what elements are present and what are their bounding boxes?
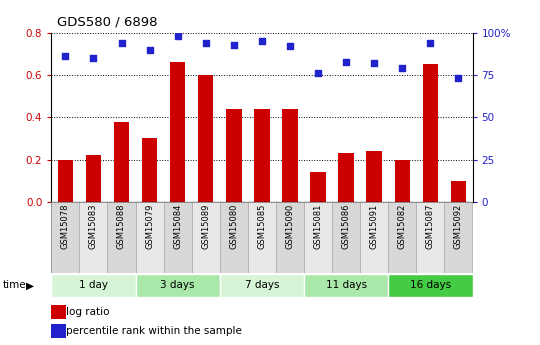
Text: GSM15092: GSM15092 [454,204,463,249]
Bar [198,75,213,202]
Text: GSM15085: GSM15085 [258,204,266,249]
Bar [79,202,107,273]
Text: 11 days: 11 days [326,280,367,290]
Text: ▶: ▶ [26,280,34,290]
Text: GSM15087: GSM15087 [426,204,435,249]
Point [117,40,126,46]
Text: 7 days: 7 days [245,280,279,290]
Bar [304,202,332,273]
Text: GSM15078: GSM15078 [61,204,70,249]
Bar [367,151,382,202]
Point [89,55,98,61]
Text: GSM15090: GSM15090 [286,204,294,249]
Point [286,43,294,49]
Text: GSM15086: GSM15086 [342,204,350,249]
Bar [388,274,472,297]
Text: percentile rank within the sample: percentile rank within the sample [66,326,242,336]
Bar [220,274,304,297]
Bar [451,181,466,202]
Bar [395,159,410,202]
Point [342,59,350,64]
Point [61,54,70,59]
Text: 1 day: 1 day [79,280,108,290]
Text: GSM15079: GSM15079 [145,204,154,249]
Text: 16 days: 16 days [410,280,451,290]
Text: time: time [3,280,26,290]
Bar [360,202,388,273]
Bar [136,274,220,297]
Bar [276,202,304,273]
Bar [248,202,276,273]
Point [201,40,210,46]
Bar [388,202,416,273]
Bar [86,155,101,202]
Point [398,66,407,71]
Point [258,38,266,44]
Bar [192,202,220,273]
Bar [51,202,79,273]
Bar [142,138,157,202]
Text: GSM15083: GSM15083 [89,204,98,249]
Bar [107,202,136,273]
Bar [51,274,136,297]
Point [426,40,435,46]
Text: GSM15081: GSM15081 [314,204,322,249]
Point [370,60,379,66]
Text: GSM15089: GSM15089 [201,204,210,249]
Bar [164,202,192,273]
Text: GSM15091: GSM15091 [370,204,379,249]
Point [454,76,463,81]
Bar [170,62,185,202]
Point [173,33,182,39]
Text: 3 days: 3 days [160,280,195,290]
Bar [51,305,65,318]
Text: GSM15088: GSM15088 [117,204,126,249]
Bar [310,172,326,202]
Bar [136,202,164,273]
Bar [304,274,388,297]
Point [145,47,154,52]
Text: GDS580 / 6898: GDS580 / 6898 [57,16,157,29]
Text: GSM15080: GSM15080 [230,204,238,249]
Bar [220,202,248,273]
Bar [423,65,438,202]
Bar [282,109,298,202]
Bar [444,202,472,273]
Point [314,71,322,76]
Bar [416,202,444,273]
Bar [332,202,360,273]
Bar [58,159,73,202]
Bar [51,324,65,337]
Point [230,42,238,47]
Text: log ratio: log ratio [66,307,110,317]
Text: GSM15084: GSM15084 [173,204,182,249]
Bar [226,109,241,202]
Bar [114,121,129,202]
Bar [339,153,354,202]
Bar [254,109,269,202]
Text: GSM15082: GSM15082 [398,204,407,249]
